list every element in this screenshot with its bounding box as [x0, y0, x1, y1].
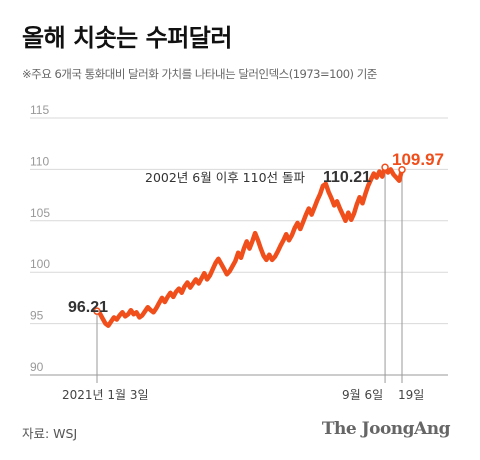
grid	[30, 117, 448, 376]
end-marker	[398, 165, 406, 174]
chart-subtitle: ※주요 6개국 통화대비 달러화 가치를 나타내는 달러인덱스(1973=100…	[22, 67, 377, 81]
y-tick-label: 95	[30, 309, 44, 323]
y-tick-label: 110	[30, 154, 49, 168]
y-tick-label: 115	[30, 103, 49, 117]
y-axis-labels: 90 95 100 105 110 115	[30, 103, 50, 374]
guide-lines	[96, 167, 403, 383]
x-tick-start: 2021년 1월 3일	[62, 388, 149, 402]
start-value-label: 96.21	[68, 299, 108, 316]
markers	[93, 163, 406, 315]
x-tick-end: 19일	[398, 388, 424, 402]
y-tick-label: 100	[30, 257, 50, 271]
peak-value-label: 110.21	[323, 169, 371, 186]
start-marker	[93, 307, 101, 315]
y-tick-label: 105	[30, 206, 50, 220]
chart-title: 올해 치솟는 수퍼달러	[22, 24, 232, 52]
y-tick-label: 90	[30, 360, 44, 374]
dollar-index-line	[94, 164, 405, 328]
end-value-label: 109.97	[392, 150, 444, 169]
brand-logo: The JoongAng	[321, 419, 451, 439]
source-note: 자료: WSJ	[22, 426, 78, 441]
x-tick-peak: 9월 6일	[342, 388, 383, 402]
peak-marker	[381, 163, 389, 171]
peak-note: 2002년 6월 이후 110선 돌파	[145, 170, 306, 185]
